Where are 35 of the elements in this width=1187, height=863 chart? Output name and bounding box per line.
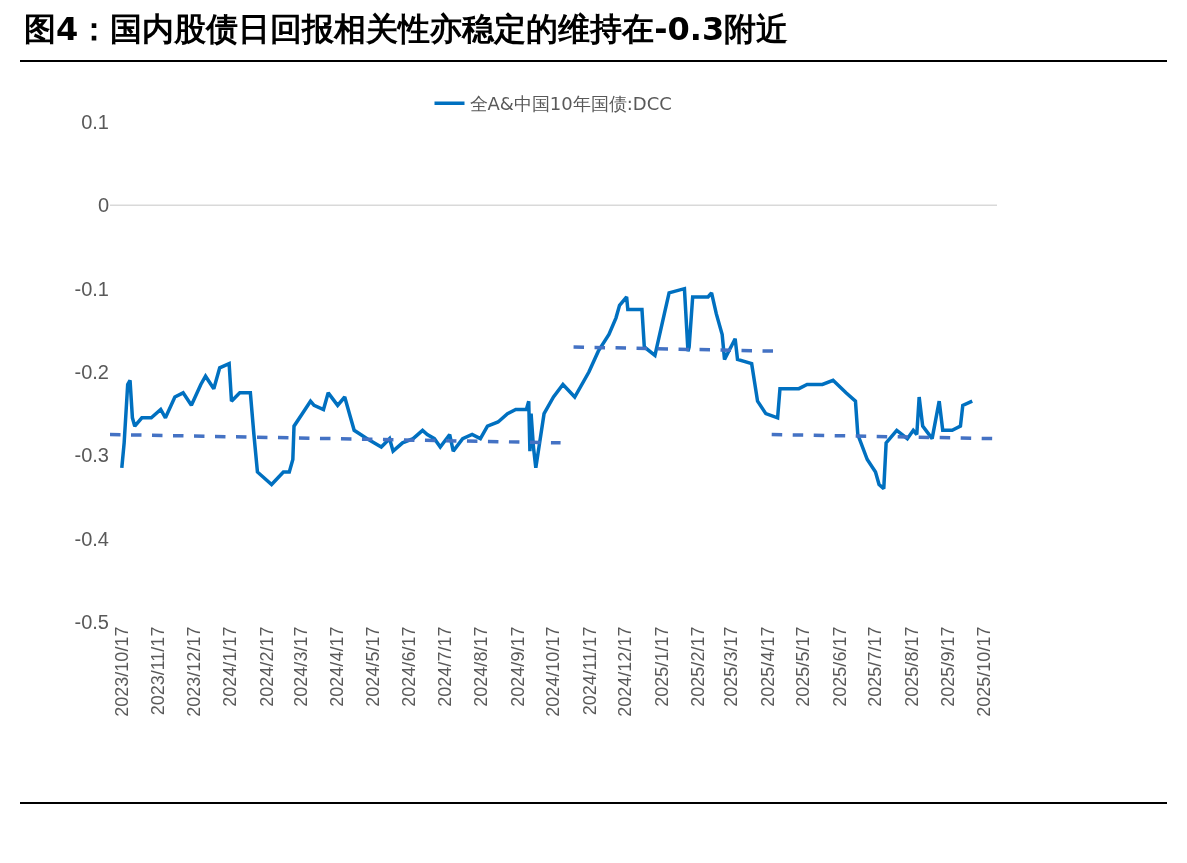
x-tick-label: 2025/7/17 — [865, 626, 886, 707]
line-series — [120, 286, 974, 491]
x-tick-label: 2023/12/17 — [183, 626, 204, 717]
x-tick-label: 2024/8/17 — [471, 626, 492, 707]
y-tick-label: 0.1 — [81, 111, 109, 133]
x-tick-label: 2025/4/17 — [758, 626, 779, 707]
x-tick-label: 2025/10/17 — [973, 626, 994, 717]
x-tick-label: 2025/2/17 — [688, 626, 709, 707]
x-tick-label: 2025/1/17 — [651, 626, 672, 707]
legend-label: 全A&中国10年国债:DCC — [469, 93, 672, 115]
x-tick-label: 2024/12/17 — [615, 626, 636, 717]
y-tick-label: -0.3 — [74, 444, 109, 467]
x-tick-label: 2023/10/17 — [111, 626, 132, 717]
x-tick-label: 2024/3/17 — [290, 626, 311, 707]
y-tick-label: -0.5 — [74, 611, 109, 633]
x-tick-label: 2025/3/17 — [721, 626, 742, 707]
x-tick-label: 2024/7/17 — [434, 626, 455, 707]
x-tick-label: 2025/5/17 — [793, 626, 814, 707]
chart-title: 图4：国内股债日回报相关性亦稳定的维持在-0.3附近 — [20, 8, 1167, 62]
x-tick-label: 2024/9/17 — [507, 626, 528, 707]
x-tick-label: 2024/2/17 — [256, 626, 277, 707]
x-tick-label: 2024/6/17 — [399, 626, 420, 707]
x-tick-label: 2024/4/17 — [327, 626, 348, 707]
y-tick-label: 0 — [97, 194, 109, 217]
x-tick-label: 2024/10/17 — [543, 626, 564, 717]
x-tick-label: 2025/8/17 — [901, 626, 922, 707]
x-tick-label: 2024/5/17 — [362, 626, 383, 707]
y-tick-label: -0.4 — [74, 527, 109, 550]
x-tick-label: 2025/6/17 — [829, 626, 850, 707]
x-tick-label: 2025/9/17 — [938, 626, 959, 707]
y-tick-label: -0.2 — [74, 361, 109, 383]
x-tick-label: 2024/1/17 — [220, 626, 241, 707]
y-tick-label: -0.1 — [74, 277, 109, 300]
x-tick-label: 2023/11/17 — [148, 626, 169, 716]
x-tick-label: 2024/11/17 — [579, 626, 600, 716]
